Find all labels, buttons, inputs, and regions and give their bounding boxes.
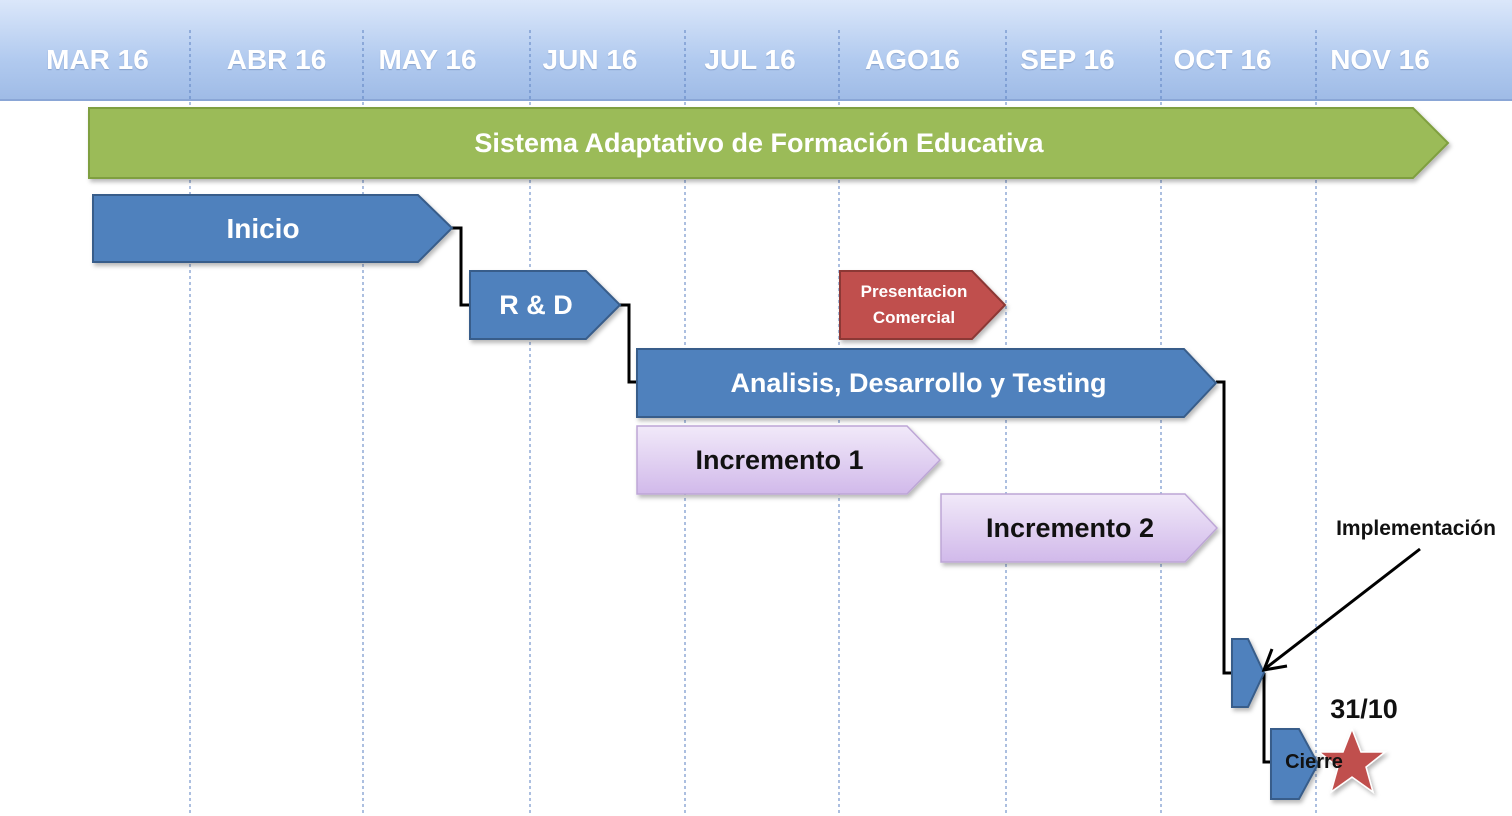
presentacion-label-line1: Presentacion (860, 282, 968, 301)
rd-bar (469, 270, 622, 340)
incremento-1-label: Incremento 1 (695, 444, 864, 475)
incremento-1-bar (636, 425, 942, 495)
inicio-label: Inicio (226, 212, 300, 244)
month-label: MAR 16 (46, 44, 149, 75)
month-gridlines (189, 30, 1317, 816)
presentacion-bar (839, 270, 1007, 340)
month-label: NOV 16 (1330, 44, 1430, 75)
incremento-2-bar (940, 493, 1219, 563)
cierre-bar (1270, 728, 1320, 800)
project-label: Sistema Adaptativo de Formación Educativ… (474, 127, 1044, 158)
project-bar (88, 107, 1450, 179)
month-label: OCT 16 (1173, 44, 1272, 75)
month-header-band (0, 0, 1512, 100)
milestone-date: 31/10 (1330, 693, 1398, 724)
milestone-star (1316, 726, 1388, 794)
analisis-bar (636, 348, 1218, 418)
dependency-connectors (452, 226, 1272, 764)
presentacion-label-line2: Comercial (872, 308, 956, 327)
rd-label: R & D (499, 289, 573, 320)
incremento-2-label: Incremento 2 (985, 512, 1155, 543)
presentacion-label: Presentacion Comercial (840, 271, 988, 339)
month-label: JUN 16 (542, 44, 638, 75)
month-label: ABR 16 (226, 44, 327, 75)
implementacion-annotation: Implementación (1336, 517, 1496, 540)
month-label: JUL 16 (704, 44, 796, 75)
inicio-bar (92, 194, 454, 263)
month-label: SEP 16 (1020, 44, 1115, 75)
cierre-label: Cierre (1285, 750, 1343, 773)
analisis-label: Analisis, Desarrollo y Testing (730, 367, 1107, 398)
implementacion-arrow (1261, 547, 1421, 672)
month-label: AGO16 (865, 44, 960, 75)
month-label: MAY 16 (378, 44, 477, 75)
implementacion-bar (1231, 638, 1266, 708)
